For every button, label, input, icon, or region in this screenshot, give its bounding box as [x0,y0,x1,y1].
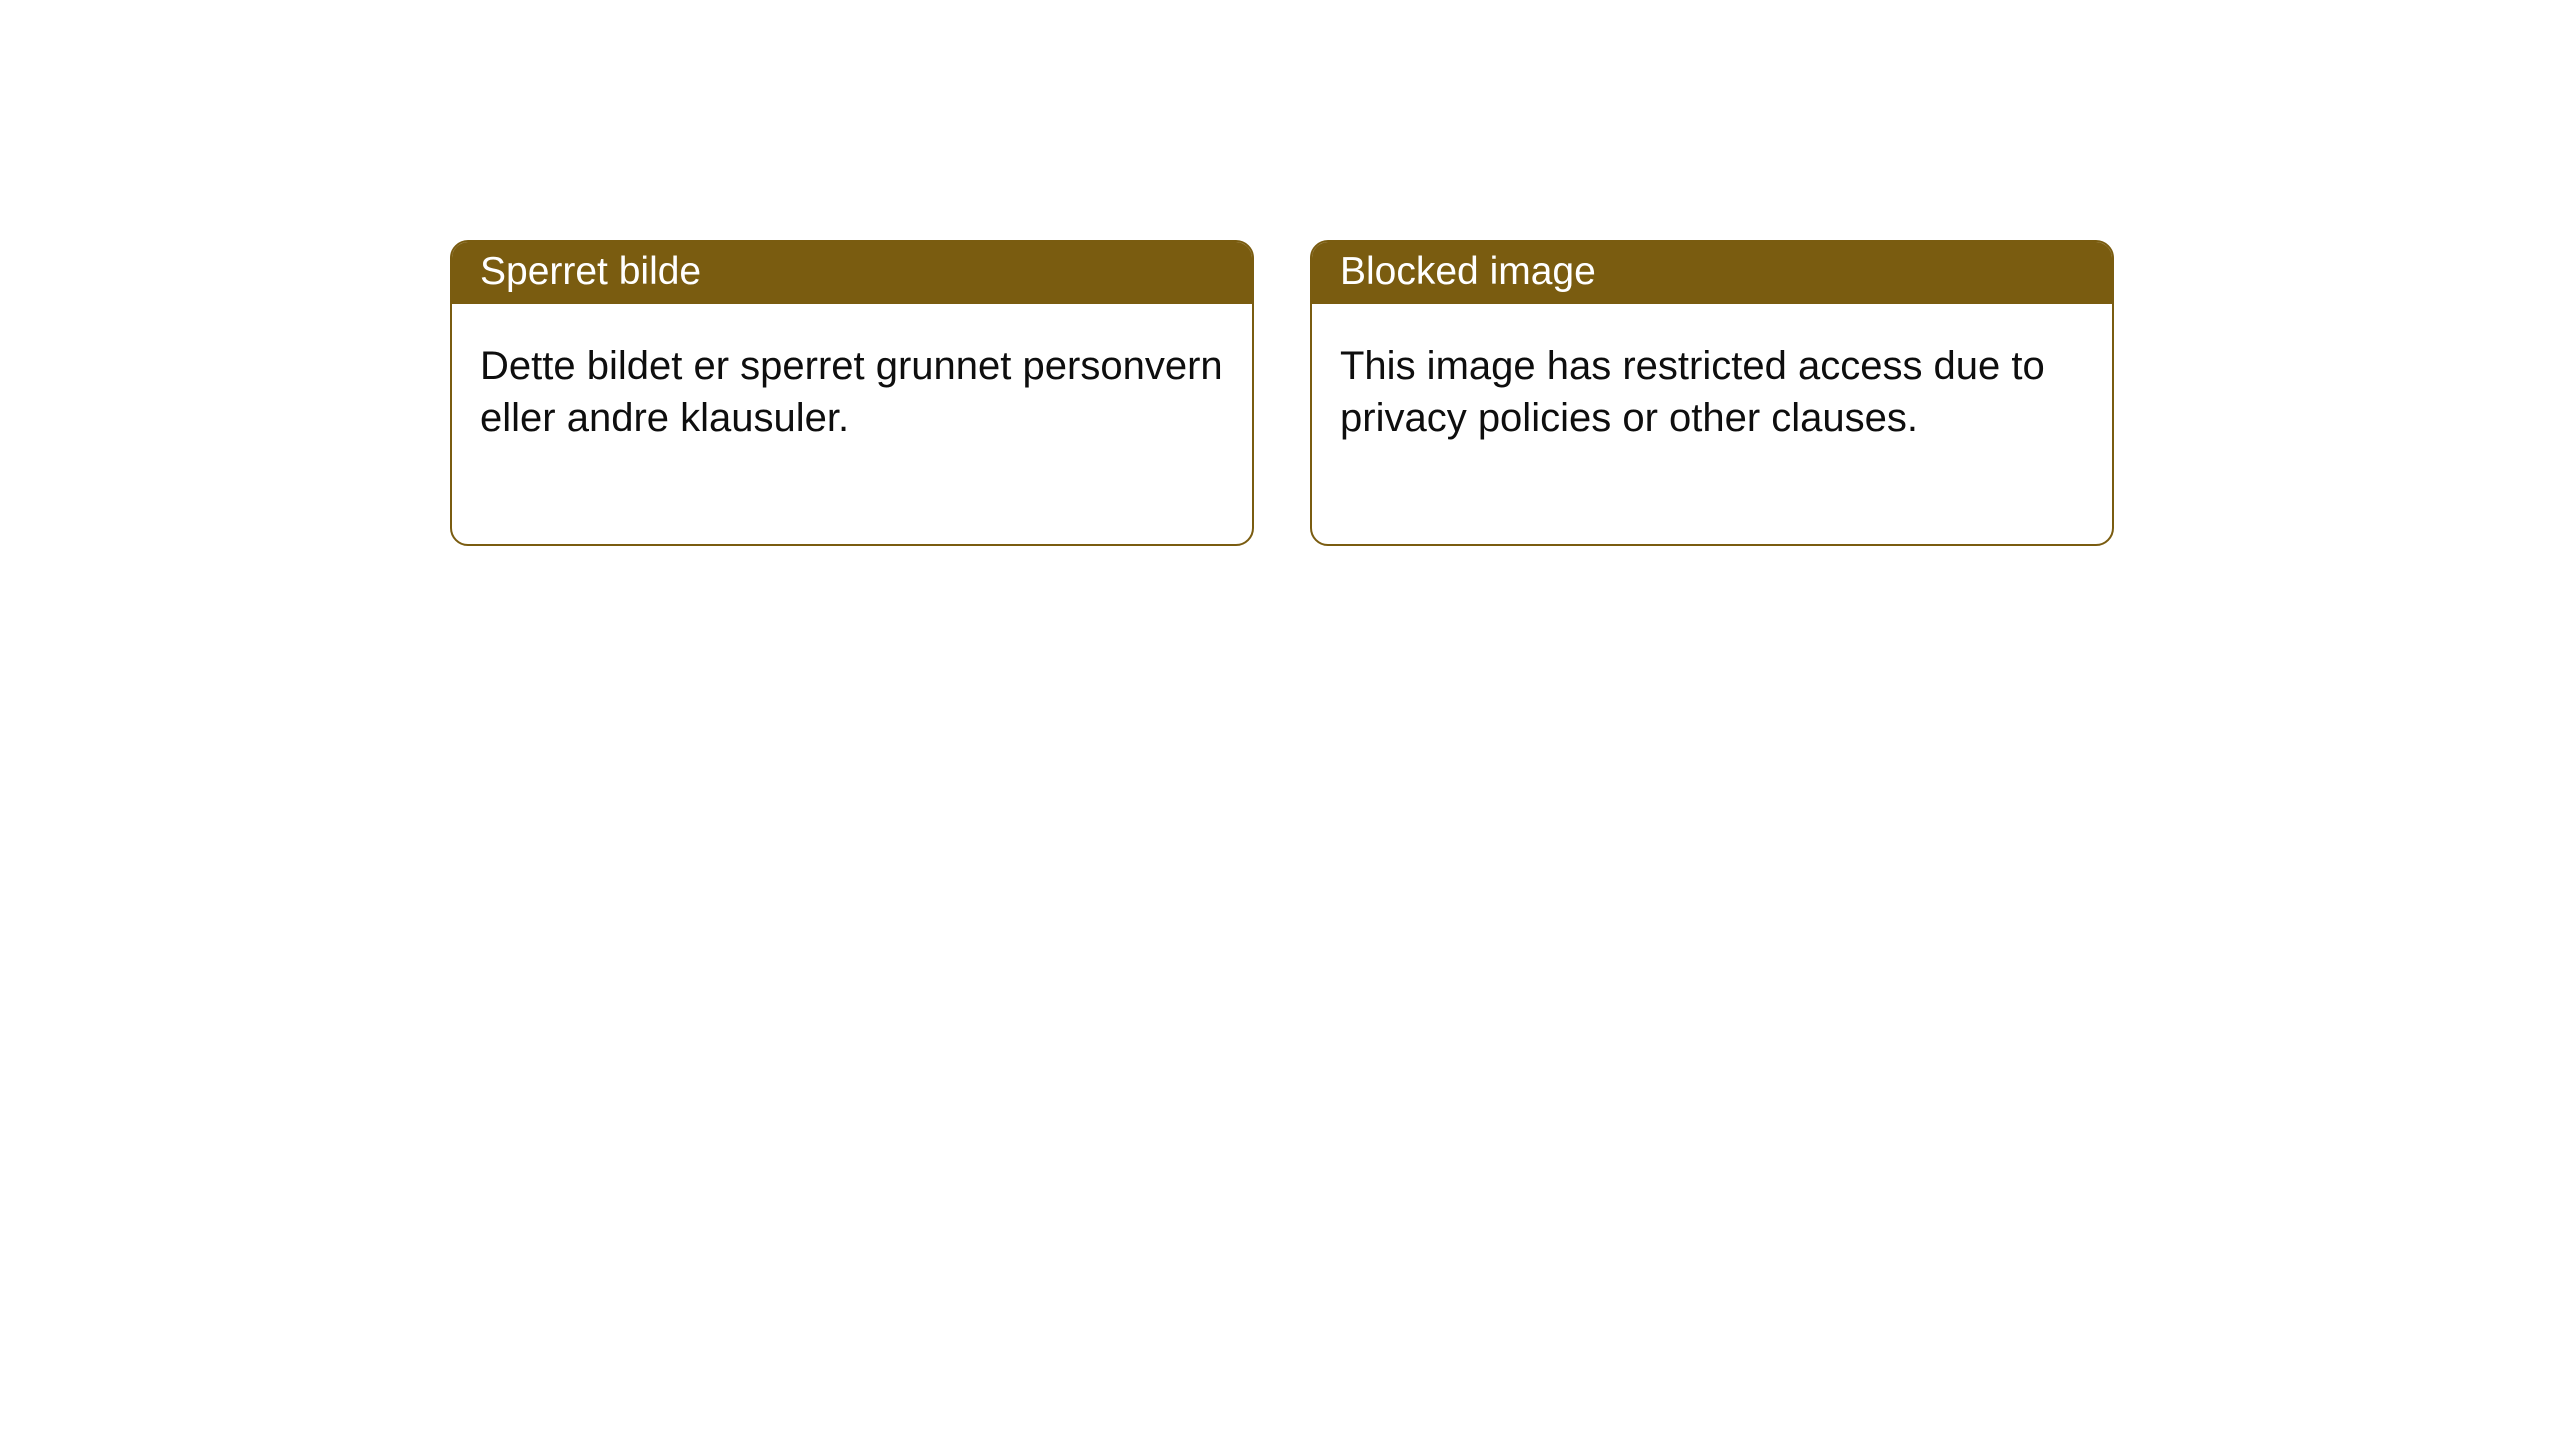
notice-container: Sperret bilde Dette bildet er sperret gr… [0,0,2560,546]
notice-card-header: Blocked image [1312,242,2112,304]
notice-card-norwegian: Sperret bilde Dette bildet er sperret gr… [450,240,1254,546]
notice-card-title: Sperret bilde [480,250,701,293]
notice-card-english: Blocked image This image has restricted … [1310,240,2114,546]
notice-card-body: Dette bildet er sperret grunnet personve… [452,304,1252,544]
notice-card-body-text: This image has restricted access due to … [1340,344,2045,440]
notice-card-header: Sperret bilde [452,242,1252,304]
notice-card-body-text: Dette bildet er sperret grunnet personve… [480,344,1223,440]
notice-card-title: Blocked image [1340,250,1596,293]
notice-card-body: This image has restricted access due to … [1312,304,2112,544]
